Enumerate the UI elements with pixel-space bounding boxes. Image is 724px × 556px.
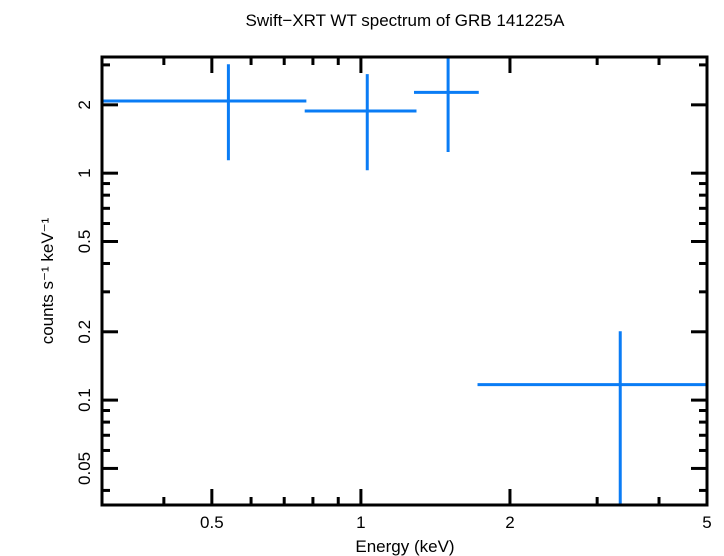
x-tick-label: 5	[702, 513, 711, 532]
data-point	[304, 74, 417, 171]
data-point	[102, 64, 307, 161]
tick-labels: 0.5 1 2 5 0.05 0.1 0.2 0.5 1 2	[75, 100, 712, 532]
x-tick-label: 0.5	[200, 513, 224, 532]
x-tick-label: 2	[505, 513, 514, 532]
data-points	[102, 57, 707, 505]
axis-ticks	[102, 57, 707, 505]
data-point	[413, 57, 479, 152]
y-tick-label: 0.05	[75, 452, 94, 485]
y-tick-label: 0.2	[75, 320, 94, 344]
y-axis-label: counts s⁻¹ keV⁻¹	[38, 217, 57, 344]
data-point	[477, 331, 707, 505]
y-tick-label: 1	[75, 168, 94, 177]
plot-frame	[100, 55, 709, 507]
x-axis-label: Energy (keV)	[355, 537, 454, 556]
x-tick-label: 1	[356, 513, 365, 532]
y-tick-label: 0.1	[75, 388, 94, 412]
y-tick-label: 2	[75, 100, 94, 109]
chart-title: Swift−XRT WT spectrum of GRB 141225A	[246, 11, 566, 30]
y-tick-label: 0.5	[75, 230, 94, 254]
